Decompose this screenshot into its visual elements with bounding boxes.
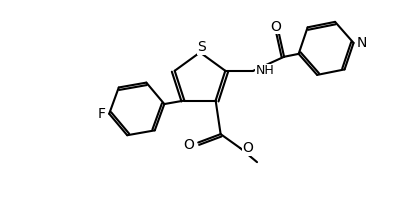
Text: O: O [242, 141, 253, 155]
Text: N: N [356, 36, 367, 50]
Text: NH: NH [255, 64, 274, 77]
Text: O: O [270, 20, 281, 33]
Text: O: O [183, 138, 194, 151]
Text: S: S [198, 40, 206, 54]
Text: F: F [97, 107, 105, 121]
